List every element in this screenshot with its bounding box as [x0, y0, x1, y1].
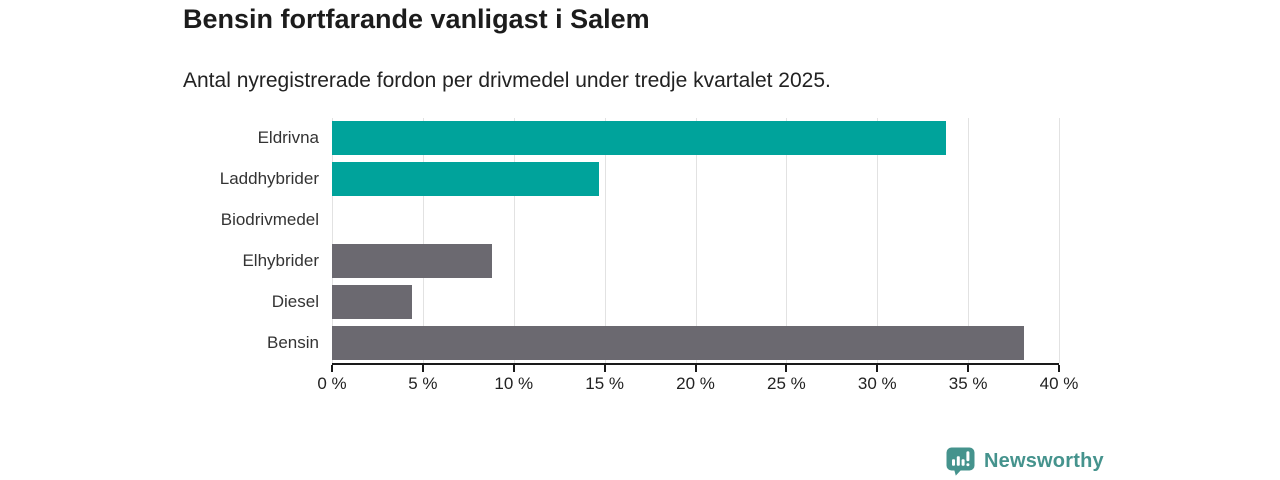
chart-row-elhybrider: Elhybrider: [242, 240, 1059, 281]
x-tick-40: [1058, 365, 1060, 372]
gridline-40: [1059, 118, 1060, 363]
newsworthy-logo-text: Newsworthy: [984, 450, 1104, 472]
gridline-5: [422, 118, 424, 363]
x-axis-line: [332, 363, 1059, 365]
chart-row-diesel: Diesel: [272, 281, 1059, 322]
x-tick-label: 35 %: [948, 374, 988, 393]
y-axis-label: Bensin: [267, 332, 319, 352]
bar-eldrivna: [332, 121, 947, 156]
x-tick-15: [603, 365, 606, 372]
x-tick-label: 25 %: [767, 374, 806, 393]
gridline-35: [968, 118, 970, 363]
chart-row-eldrivna: Eldrivna: [258, 118, 1059, 159]
y-axis-label: Laddhybrider: [219, 169, 319, 189]
bar-laddhybrider: [332, 162, 600, 197]
x-tick-label: 40 %: [1039, 374, 1079, 393]
bar-bensin: [332, 325, 1025, 360]
chart-row-bensin: Bensin: [267, 322, 1059, 363]
bar-diesel: [332, 284, 412, 319]
chart-subtitle: Antal nyregistrerade fordon per drivmede…: [183, 69, 831, 92]
y-axis-label: Eldrivna: [257, 128, 319, 148]
x-tick-label: 15 %: [585, 374, 624, 393]
bar-rows: Eldrivna Laddhybrider Biodrivmedel Elhybrid…: [220, 118, 1059, 363]
x-tick-30: [876, 365, 879, 372]
x-tick-label: 5 %: [408, 374, 438, 393]
bar-elhybrider: [332, 243, 492, 278]
x-tick-label: 20 %: [676, 374, 715, 393]
chart-row-laddhybrider: Laddhybrider: [220, 159, 1059, 200]
x-tick-20: [694, 365, 697, 372]
x-tick-label: 30 %: [857, 374, 897, 393]
bar-chart-speech-bubble-icon: [946, 447, 975, 476]
x-tick-0: [331, 365, 333, 372]
gridline-20: [695, 118, 697, 363]
gridline-25: [786, 118, 788, 363]
x-tick-25: [785, 365, 788, 372]
x-tick-label: 0 %: [317, 374, 347, 393]
x-tick-label: 10 %: [494, 374, 534, 393]
x-axis: 0 % 5 % 10 % 15 % 20 % 25 % 30 % 35 % 40 %: [317, 365, 1078, 397]
x-tick-5: [421, 365, 424, 372]
plot-area: Eldrivna Laddhybrider Biodrivmedel Elhybrid…: [220, 118, 1060, 363]
newsworthy-logo: Newsworthy: [946, 447, 1104, 476]
gridline-10: [513, 118, 515, 363]
chart-title: Bensin fortfarande vanligast i Salem: [183, 4, 650, 34]
x-tick-10: [512, 365, 515, 372]
gridline-15: [604, 118, 606, 363]
y-axis-label: Biodrivmedel: [220, 210, 319, 230]
gridline-30: [877, 118, 879, 363]
y-axis-label: Elhybrider: [242, 250, 319, 270]
x-tick-35: [967, 365, 970, 372]
chart-row-biodrivmedel: Biodrivmedel: [221, 200, 1059, 241]
gridline-0: [332, 118, 333, 363]
y-axis-label: Diesel: [271, 291, 319, 311]
